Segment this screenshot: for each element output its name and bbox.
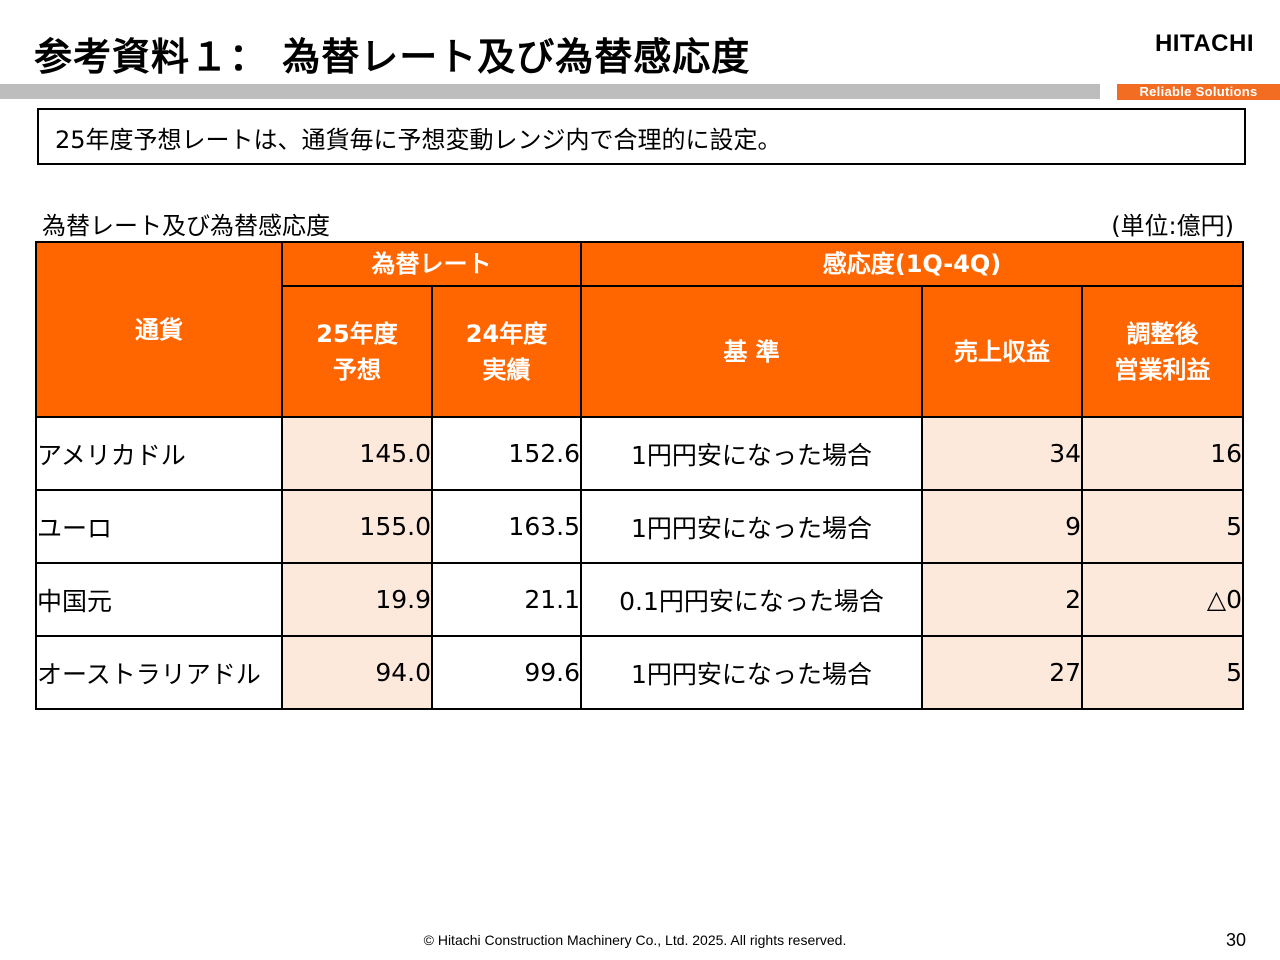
hitachi-logo: HITACHI [1154, 30, 1254, 57]
cell-basis: 1円円安になった場合 [580, 635, 923, 710]
header-fy24-line1: 24年度 [465, 319, 548, 348]
cell-fy24-rate: 21.1 [431, 562, 582, 637]
cell-adjusted-op: 16 [1080, 416, 1245, 491]
summary-text: 25年度予想レートは、通貨毎に予想変動レンジ内で合理的に設定。 [55, 126, 782, 154]
cell-revenue: 34 [921, 416, 1083, 491]
cell-fy25-rate: 94.0 [281, 635, 433, 710]
header-fy25-line2: 予想 [333, 355, 381, 384]
cell-basis: 0.1円円安になった場合 [580, 562, 923, 637]
header-sensitivity-group: 感応度(1Q-4Q) [579, 241, 1245, 287]
cell-basis: 1円円安になった場合 [580, 416, 923, 491]
table-row: オーストラリアドル 94.0 99.6 1円円安になった場合 27 5 [35, 635, 1245, 710]
cell-fy25-rate: 155.0 [281, 489, 433, 564]
header-basis: 基 準 [580, 285, 923, 418]
header-fy25-line1: 25年度 [316, 319, 398, 348]
cell-fy25-rate: 19.9 [281, 562, 433, 637]
cell-fy24-rate: 163.5 [431, 489, 582, 564]
cell-fy24-rate: 99.6 [431, 635, 582, 710]
header-rate-group: 為替レート [281, 241, 582, 287]
cell-adjusted-op: 5 [1080, 635, 1245, 710]
page-title: 参考資料１： 為替レート及び為替感応度 [34, 35, 751, 79]
cell-revenue: 9 [921, 489, 1083, 564]
cell-adjusted-op: △0 [1080, 562, 1245, 637]
header-fy24-actual: 24年度 実績 [431, 285, 582, 418]
exchange-rate-table: 通貨 為替レート 感応度(1Q-4Q) 25年度 予想 24年度 実績 基 準 … [35, 241, 1245, 710]
unit-label: (単位:億円) [1111, 212, 1234, 240]
cell-fy24-rate: 152.6 [431, 416, 582, 491]
cell-currency: オーストラリアドル [35, 635, 283, 710]
cell-adjusted-op: 5 [1080, 489, 1245, 564]
header-fy25-forecast: 25年度 予想 [281, 285, 433, 418]
cell-currency: ユーロ [35, 489, 283, 564]
cell-revenue: 2 [921, 562, 1083, 637]
copyright-footer: © Hitachi Construction Machinery Co., Lt… [423, 932, 847, 948]
table-row: ユーロ 155.0 163.5 1円円安になった場合 9 5 [35, 489, 1245, 564]
page-number: 30 [1225, 930, 1246, 950]
header-currency: 通貨 [35, 241, 283, 418]
table-row: 中国元 19.9 21.1 0.1円円安になった場合 2 △0 [35, 562, 1245, 637]
summary-box: 25年度予想レートは、通貨毎に予想変動レンジ内で合理的に設定。 [37, 108, 1246, 165]
table-row: アメリカドル 145.0 152.6 1円円安になった場合 34 16 [35, 416, 1245, 491]
header-fy24-line2: 実績 [482, 355, 531, 384]
table-caption: 為替レート及び為替感応度 [42, 212, 330, 240]
header-revenue: 売上収益 [921, 285, 1083, 418]
header-op-line2: 営業利益 [1114, 355, 1211, 384]
cell-currency: アメリカドル [35, 416, 283, 491]
title-divider-bar [0, 84, 1100, 99]
header-adjusted-op: 調整後 営業利益 [1080, 285, 1245, 418]
cell-basis: 1円円安になった場合 [580, 489, 923, 564]
tagline-badge: Reliable Solutions [1117, 84, 1280, 100]
header-op-line1: 調整後 [1126, 319, 1199, 348]
cell-revenue: 27 [921, 635, 1083, 710]
cell-fy25-rate: 145.0 [281, 416, 433, 491]
cell-currency: 中国元 [35, 562, 283, 637]
